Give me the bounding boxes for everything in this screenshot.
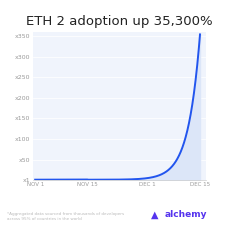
Title: ETH 2 adoption up 35,300%: ETH 2 adoption up 35,300% (26, 15, 213, 28)
Text: *Aggregated data sourced from thousands of developers
across 95% of countries in: *Aggregated data sourced from thousands … (7, 212, 124, 220)
Text: ▲: ▲ (151, 209, 158, 219)
Text: alchemy: alchemy (164, 210, 207, 219)
